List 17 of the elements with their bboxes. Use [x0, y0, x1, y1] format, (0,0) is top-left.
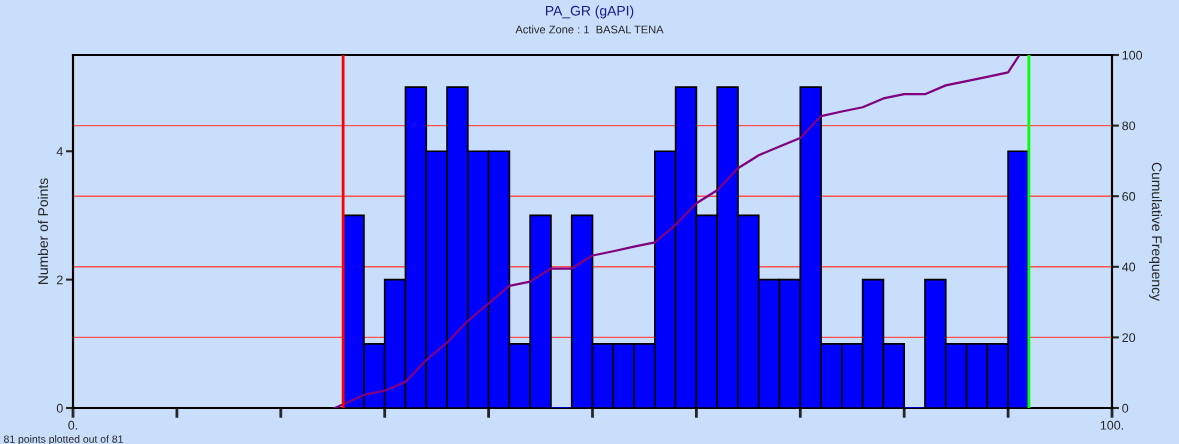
y2-tick-label: 80: [1122, 121, 1136, 131]
y-axis-title: Number of Points: [37, 178, 49, 285]
y2-tick-label: 100: [1122, 50, 1143, 60]
y2-tick-label: 40: [1122, 262, 1136, 272]
y-tick-label: 4: [56, 147, 63, 156]
line-series: [333, 55, 1021, 408]
y-tick-label: 0: [56, 403, 63, 413]
y2-tick-label: 20: [1122, 333, 1136, 343]
chart-title: PA_GR (gAPI): [546, 5, 634, 19]
chart-subtitle: Active Zone : 1 BASAL TENA: [515, 25, 664, 34]
y2-axis-title: Cumulative Frequency: [1149, 162, 1163, 301]
x-tick-label: 100.: [1100, 420, 1124, 430]
y2-tick-label: 60: [1122, 192, 1136, 201]
text: 81 points plotted out of 81: [3, 435, 123, 444]
y2-tick-label: 0: [1122, 403, 1129, 413]
y-tick-label: 2: [56, 275, 63, 285]
x-tick-label: 0.: [68, 420, 78, 430]
